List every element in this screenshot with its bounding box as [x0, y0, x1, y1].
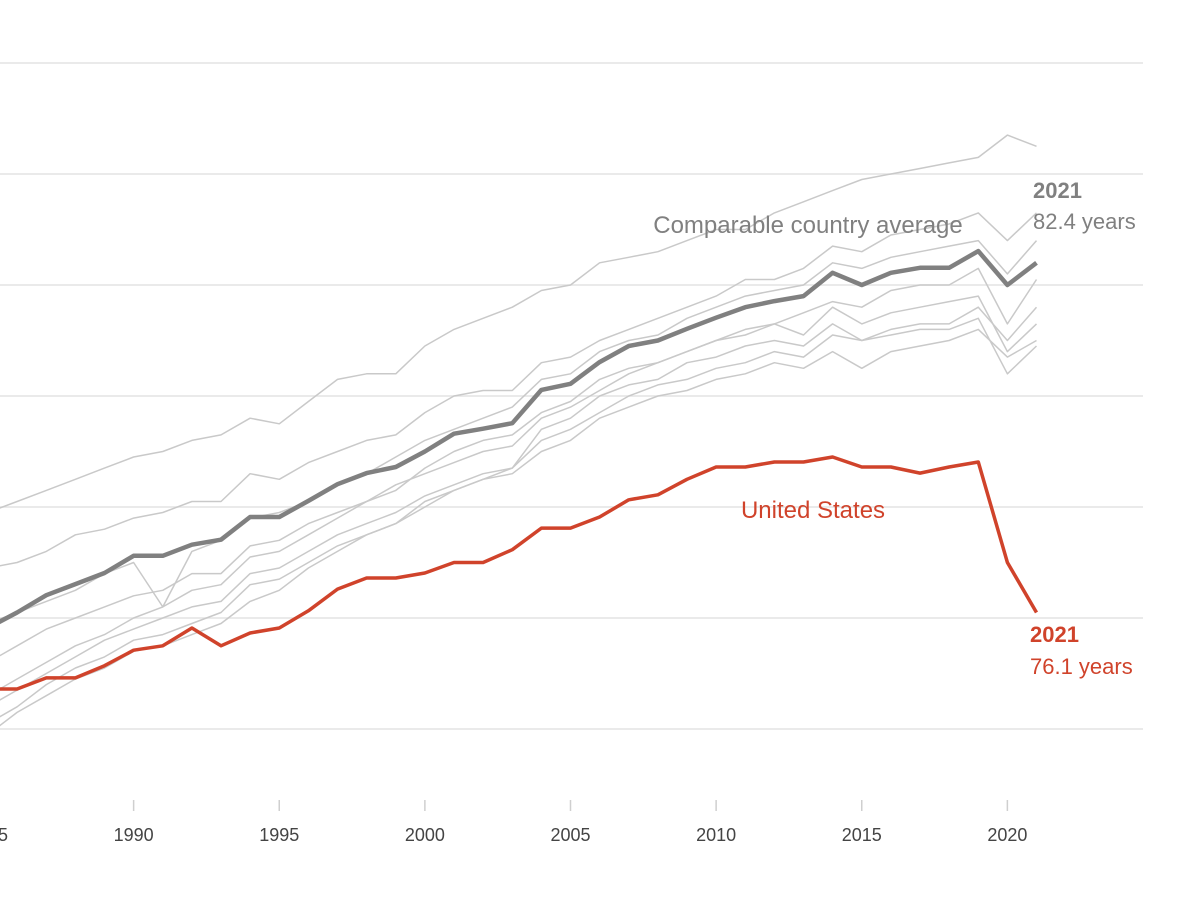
x-tick-label: 1990 [114, 825, 154, 845]
x-tick-label: 1995 [259, 825, 299, 845]
country-line [0, 134, 1037, 509]
series-label: United States [741, 497, 885, 524]
country-line [0, 239, 1038, 620]
x-tick-label: 2010 [696, 825, 736, 845]
x-tick-label: 1985 [0, 825, 8, 845]
country-line [0, 328, 1037, 718]
x-tick-label: 2020 [987, 825, 1027, 845]
end-value-label: 82.4 years [1033, 209, 1136, 234]
series-label: Comparable country average [653, 212, 963, 239]
x-tick-label: 2015 [842, 825, 882, 845]
end-year-label: 2021 [1030, 622, 1079, 647]
series-line [0, 455, 1039, 691]
country-line [0, 317, 1038, 727]
country-line [0, 212, 1038, 567]
country-line [0, 295, 1038, 690]
series-line [0, 248, 1038, 625]
end-year-label: 2021 [1033, 178, 1082, 203]
x-tick-label: 2000 [405, 825, 445, 845]
country-line [0, 267, 1038, 657]
x-tick-label: 2005 [550, 825, 590, 845]
end-value-label: 76.1 years [1030, 654, 1133, 679]
